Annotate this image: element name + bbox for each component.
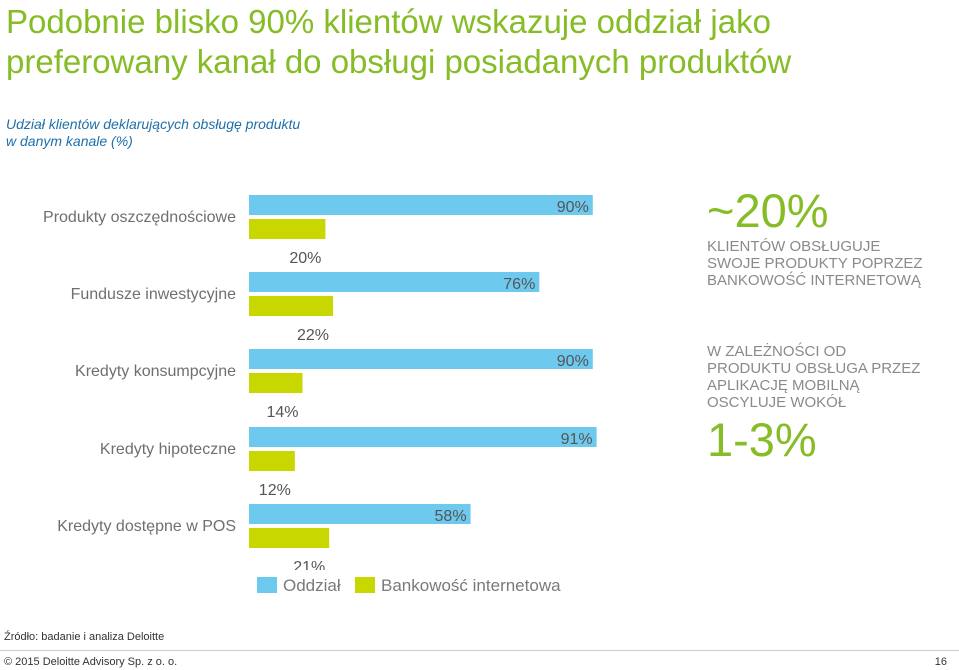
data-label-oddzial-cat-1: 76% xyxy=(503,276,535,293)
bar-oddzial-cat-4 xyxy=(249,504,471,524)
callout-mobile-app-line-4: OSCYLUJE WOKÓŁ xyxy=(707,394,847,411)
bar-chart: Produkty oszczędnościowe 90% 20% Fundusze i… xyxy=(43,195,597,570)
data-label-bankowosc-cat-1: 22% xyxy=(297,327,329,344)
callout-internet-banking: ~20% KLIENTÓW OBSŁUGUJE SWOJE PRODUKTY P… xyxy=(707,184,923,290)
callout-mobile-app-line-2: PRODUKTU OBSŁUGA PRZEZ xyxy=(707,360,921,377)
legend-item-oddzial: Oddział xyxy=(257,576,341,596)
footer-divider xyxy=(0,650,959,651)
bar-oddzial-cat-2 xyxy=(249,349,593,369)
bar-oddzial-cat-3 xyxy=(249,427,597,447)
legend-swatch-bankowosc xyxy=(355,577,375,593)
copyright: © 2015 Deloitte Advisory Sp. z o. o. xyxy=(4,656,178,668)
data-label-oddzial-cat-2: 90% xyxy=(557,353,589,370)
callout-internet-banking-line-2: SWOJE PRODUKTY POPRZEZ xyxy=(707,255,923,272)
bar-oddzial-cat-0 xyxy=(249,195,593,215)
bar-bankowosc-cat-2 xyxy=(249,373,303,393)
legend-label-bankowosc: Bankowość internetowa xyxy=(381,576,561,595)
data-label-bankowosc-cat-3: 12% xyxy=(259,482,291,499)
chart-subtitle: Udział klientów deklarujących obsługę pr… xyxy=(6,116,301,149)
bar-bankowosc-cat-1 xyxy=(249,296,334,316)
data-label-bankowosc-cat-0: 20% xyxy=(289,250,321,267)
category-label-cat-1: Fundusze inwestycyjne xyxy=(71,286,237,303)
data-label-oddzial-cat-0: 90% xyxy=(557,199,589,216)
callout-internet-banking-value: ~20% xyxy=(707,184,829,237)
callout-mobile-app: W ZALEŻNOŚCI OD PRODUKTU OBSŁUGA PRZEZ A… xyxy=(707,343,920,465)
category-label-cat-0: Produkty oszczędnościowe xyxy=(43,209,236,226)
data-label-oddzial-cat-4: 58% xyxy=(435,508,467,525)
callout-mobile-app-value: 1-3% xyxy=(707,413,817,466)
category-label-cat-2: Kredyty konsumpcyjne xyxy=(75,363,236,380)
bar-bankowosc-cat-4 xyxy=(249,528,330,548)
bar-oddzial-cat-1 xyxy=(249,272,540,292)
bar-bankowosc-cat-3 xyxy=(249,451,295,471)
legend-item-bankowosc: Bankowość internetowa xyxy=(355,576,561,596)
page-number: 16 xyxy=(934,656,947,668)
data-label-bankowosc-cat-2: 14% xyxy=(266,404,298,421)
bar-bankowosc-cat-0 xyxy=(249,219,326,239)
source-note: Źródło: badanie i analiza Deloitte xyxy=(4,631,165,643)
callout-internet-banking-line-3: BANKOWOŚĆ INTERNETOWĄ xyxy=(707,272,921,289)
category-label-cat-4: Kredyty dostępne w POS xyxy=(57,518,236,535)
page-title: Podobnie blisko 90% klientów wskazuje od… xyxy=(6,3,792,80)
legend-label-oddzial: Oddział xyxy=(283,576,341,595)
callout-internet-banking-line-1: KLIENTÓW OBSŁUGUJE xyxy=(707,238,881,255)
callout-mobile-app-line-1: W ZALEŻNOŚCI OD xyxy=(707,343,847,360)
category-label-cat-3: Kredyty hipoteczne xyxy=(100,441,236,458)
data-label-oddzial-cat-3: 91% xyxy=(561,431,593,448)
data-label-bankowosc-cat-4: 21% xyxy=(293,559,325,570)
legend-swatch-oddzial xyxy=(257,577,277,593)
callout-mobile-app-line-3: APLIKACJĘ MOBILNĄ xyxy=(707,377,860,394)
